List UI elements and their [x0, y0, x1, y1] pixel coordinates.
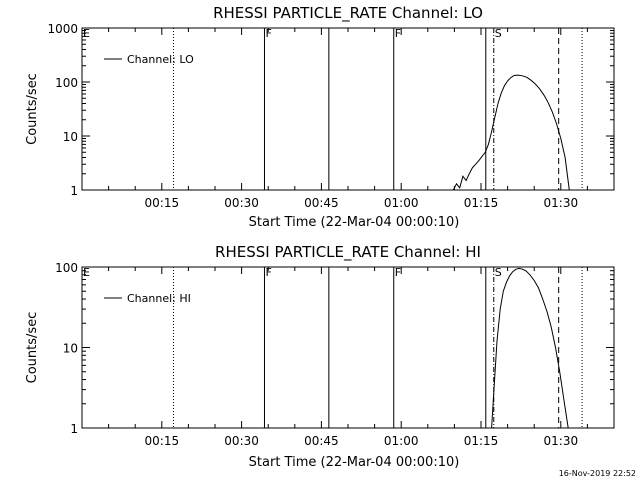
x-tick-label: 01:15: [464, 434, 499, 448]
y-tick-label: 1000: [47, 22, 78, 36]
y-tick-label: 1: [70, 184, 78, 198]
x-axis-label: Start Time (22-Mar-04 00:00:10): [249, 215, 460, 230]
x-tick-label: 01:15: [464, 196, 499, 210]
series-line: [452, 74, 570, 191]
event-marker-label: F: [265, 266, 271, 279]
x-tick-label: 00:30: [224, 196, 259, 210]
event-marker-label: E: [83, 27, 90, 40]
x-tick-label: 01:30: [544, 434, 579, 448]
event-marker-label: E: [83, 266, 90, 279]
x-tick-label: 00:30: [224, 434, 259, 448]
y-axis-label: Counts/sec: [25, 312, 40, 384]
x-tick-label: 01:30: [544, 196, 579, 210]
x-tick-label: 01:00: [384, 196, 419, 210]
series-line: [491, 267, 569, 429]
lo-channel-panel: RHESSI PARTICLE_RATE Channel: LO Start Ti…: [25, 4, 615, 230]
x-tick-label: 00:15: [145, 196, 180, 210]
legend-label: Channel: HI: [127, 292, 191, 305]
plot-timestamp: 16-Nov-2019 22:52: [559, 469, 636, 478]
legend-label: Channel: LO: [127, 53, 194, 66]
y-tick-label: 1: [70, 422, 78, 436]
y-tick-label: 100: [55, 76, 78, 90]
y-tick-label: 10: [63, 342, 78, 356]
x-tick-label: 00:45: [304, 196, 339, 210]
event-marker-label: F: [395, 27, 401, 40]
x-tick-label: 01:00: [384, 434, 419, 448]
chart-title: RHESSI PARTICLE_RATE Channel: LO: [213, 4, 483, 23]
x-tick-label: 00:45: [304, 434, 339, 448]
x-axis-label: Start Time (22-Mar-04 00:00:10): [249, 455, 460, 470]
chart-title: RHESSI PARTICLE_RATE Channel: HI: [215, 243, 481, 262]
y-axis-label: Counts/sec: [25, 73, 40, 145]
event-marker-label: F: [265, 27, 271, 40]
x-tick-label: 00:15: [145, 434, 180, 448]
y-tick-label: 10: [63, 130, 78, 144]
event-marker-label: S: [495, 266, 502, 279]
y-tick-label: 100: [55, 261, 78, 275]
hi-channel-panel: RHESSI PARTICLE_RATE Channel: HI Start Ti…: [25, 243, 615, 470]
event-marker-label: S: [495, 27, 502, 40]
event-marker-label: F: [395, 266, 401, 279]
